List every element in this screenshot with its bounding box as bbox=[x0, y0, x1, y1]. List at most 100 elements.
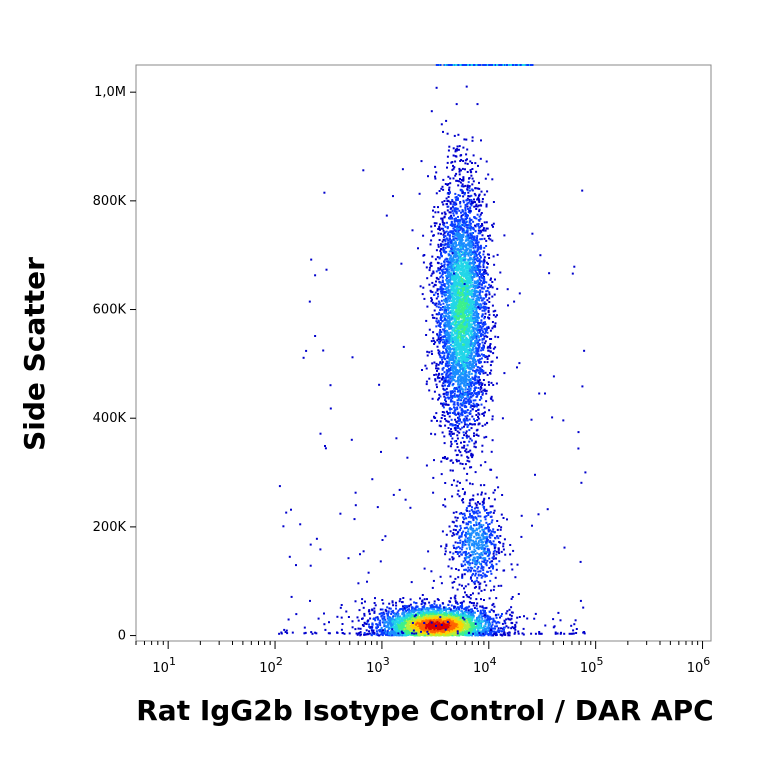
event-dot bbox=[476, 559, 479, 562]
event-dot bbox=[452, 369, 455, 372]
event-dot bbox=[467, 566, 470, 569]
event-dot bbox=[463, 608, 466, 610]
event-dot bbox=[496, 625, 498, 628]
event-dot bbox=[373, 602, 376, 604]
event-dot bbox=[446, 631, 449, 634]
event-dot bbox=[478, 261, 481, 264]
event-dot bbox=[468, 634, 471, 637]
event-dot bbox=[501, 634, 504, 637]
event-dot bbox=[443, 608, 446, 611]
event-dot bbox=[492, 314, 495, 317]
event-dot bbox=[469, 526, 472, 529]
event-dot bbox=[390, 610, 393, 613]
event-dot bbox=[475, 633, 478, 636]
event-dot bbox=[460, 548, 463, 551]
event-dot bbox=[383, 629, 386, 632]
event-dot bbox=[400, 608, 402, 610]
event-dot bbox=[392, 618, 395, 621]
event-dot bbox=[472, 624, 475, 627]
event-dot bbox=[398, 622, 401, 625]
event-dot bbox=[480, 631, 483, 634]
event-dot bbox=[472, 527, 475, 530]
event-dot bbox=[431, 624, 434, 626]
event-dot bbox=[470, 569, 473, 572]
event-dot bbox=[511, 622, 514, 625]
event-dot bbox=[495, 563, 498, 566]
event-dot bbox=[434, 303, 437, 306]
event-dot bbox=[465, 625, 468, 628]
event-dot bbox=[451, 369, 453, 372]
event-dot bbox=[500, 526, 503, 529]
event-dot bbox=[471, 614, 474, 617]
event-dot bbox=[446, 345, 449, 348]
event-dot bbox=[480, 552, 483, 554]
event-dot bbox=[441, 620, 444, 623]
event-dot bbox=[448, 612, 451, 614]
event-dot bbox=[425, 630, 427, 633]
event-dot bbox=[476, 531, 479, 534]
event-dot bbox=[470, 295, 473, 298]
event-dot bbox=[463, 557, 466, 560]
event-dot bbox=[471, 616, 474, 619]
event-dot bbox=[488, 497, 490, 500]
event-dot bbox=[481, 627, 484, 630]
event-dot bbox=[382, 611, 385, 614]
event-dot bbox=[480, 543, 483, 546]
event-dot bbox=[449, 623, 452, 626]
event-dot bbox=[426, 621, 428, 624]
event-dot bbox=[483, 634, 486, 637]
event-dot bbox=[483, 237, 486, 240]
event-dot bbox=[424, 614, 427, 617]
event-dot bbox=[492, 540, 495, 543]
event-dot bbox=[491, 415, 494, 418]
event-dot bbox=[444, 498, 446, 501]
event-dot bbox=[484, 340, 487, 343]
event-dot bbox=[421, 629, 424, 632]
event-dot bbox=[469, 499, 472, 502]
event-dot bbox=[475, 524, 478, 526]
event-dot bbox=[495, 553, 498, 556]
event-dot bbox=[454, 541, 457, 544]
event-dot bbox=[456, 541, 459, 544]
event-dot bbox=[443, 371, 446, 374]
event-dot bbox=[478, 546, 481, 549]
event-dot bbox=[468, 564, 471, 566]
event-dot bbox=[435, 632, 438, 635]
event-dot bbox=[479, 611, 482, 614]
event-dot bbox=[407, 621, 410, 624]
event-dot bbox=[373, 633, 376, 636]
event-dot bbox=[474, 350, 477, 353]
event-dot bbox=[496, 356, 498, 359]
event-dot bbox=[469, 169, 472, 172]
event-dot bbox=[409, 633, 412, 636]
event-dot bbox=[490, 521, 493, 524]
event-dot bbox=[493, 620, 496, 623]
event-dot bbox=[488, 283, 491, 286]
event-dot bbox=[460, 328, 463, 331]
event-dot bbox=[430, 604, 433, 607]
event-dot bbox=[458, 180, 461, 183]
event-dot bbox=[482, 572, 485, 575]
event-dot bbox=[451, 251, 454, 254]
event-dot bbox=[472, 530, 475, 532]
event-dot bbox=[440, 621, 443, 624]
event-dot bbox=[473, 542, 476, 545]
event-dot bbox=[476, 552, 479, 555]
event-dot bbox=[431, 607, 434, 610]
event-dot bbox=[462, 560, 465, 563]
event-dot bbox=[454, 353, 456, 356]
event-dot bbox=[351, 620, 354, 623]
event-dot bbox=[487, 528, 490, 531]
event-dot bbox=[363, 621, 366, 624]
event-dot bbox=[510, 606, 513, 609]
event-dot bbox=[438, 614, 441, 617]
event-dot bbox=[504, 622, 507, 625]
event-dot bbox=[447, 623, 450, 626]
event-dot bbox=[471, 510, 474, 513]
event-dot bbox=[385, 612, 388, 615]
event-dot bbox=[363, 633, 366, 636]
event-dot bbox=[463, 619, 466, 622]
event-dot bbox=[461, 426, 464, 429]
event-dot bbox=[479, 630, 482, 633]
event-dot bbox=[441, 291, 444, 293]
